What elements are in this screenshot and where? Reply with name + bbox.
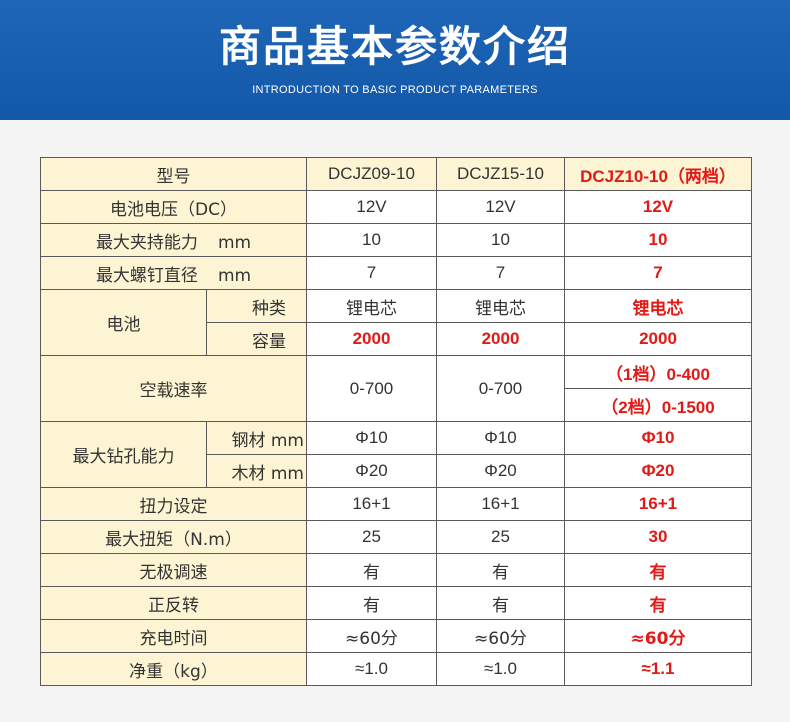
page-title: 商品基本参数介绍: [218, 22, 571, 71]
drill-wood-3: Φ20: [564, 454, 752, 488]
voltage-2: 12V: [436, 190, 565, 224]
speed-gear1: （1档）0-400: [564, 355, 752, 389]
battery-type-2: 锂电芯: [436, 289, 565, 323]
row-max-torque: 最大扭矩（N.m） 25 25 30: [40, 520, 752, 554]
weight-1: ≈1.0: [306, 652, 437, 686]
stepless-1: 有: [306, 553, 437, 587]
max-torque-label: 最大扭矩（N.m）: [40, 520, 307, 554]
clamp-label-cell: 最大夹持能力 mm: [40, 223, 307, 257]
max-torque-1: 25: [306, 520, 437, 554]
screw-3: 7: [564, 256, 752, 290]
reverse-label: 正反转: [40, 586, 307, 620]
row-model: 型号 DCJZ09-10 DCJZ15-10 DCJZ10-10（两档）: [40, 157, 752, 191]
speed-gear2: （2档）0-1500: [564, 388, 752, 422]
clamp-unit: mm: [217, 232, 252, 253]
row-clamp: 最大夹持能力 mm 10 10 10: [40, 223, 752, 257]
drill-steel-2: Φ10: [436, 421, 565, 455]
row-drill-wood: 木材 mm Φ20 Φ20 Φ20: [41, 454, 752, 488]
model-label: 型号: [40, 157, 307, 191]
weight-2: ≈1.0: [436, 652, 565, 686]
row-weight: 净重（kg） ≈1.0 ≈1.0 ≈1.1: [40, 652, 752, 686]
clamp-label: 最大夹持能力: [95, 232, 198, 253]
charge-time-label: 充电时间: [40, 619, 307, 653]
stepless-2: 有: [436, 553, 565, 587]
screw-label-cell: 最大螺钉直径 mm: [40, 256, 307, 290]
screw-1: 7: [306, 256, 437, 290]
battery-type-1: 锂电芯: [306, 289, 437, 323]
battery-capacity-label: 容量: [206, 322, 307, 356]
torque-setting-3: 16+1: [564, 487, 752, 521]
screw-2: 7: [436, 256, 565, 290]
row-drill-steel: 最大钻孔能力 钢材 mm Φ10 Φ10 Φ10: [40, 421, 752, 488]
row-speed-1: 空载速率 0-700 0-700 （1档）0-400: [40, 355, 752, 422]
battery-capacity-3: 2000: [564, 322, 752, 356]
row-stepless: 无极调速 有 有 有: [40, 553, 752, 587]
row-torque-setting: 扭力设定 16+1 16+1 16+1: [40, 487, 752, 521]
clamp-1: 10: [306, 223, 437, 257]
max-torque-2: 25: [436, 520, 565, 554]
reverse-3: 有: [564, 586, 752, 620]
battery-type-3: 锂电芯: [564, 289, 752, 323]
torque-setting-label: 扭力设定: [40, 487, 307, 521]
screw-unit: mm: [217, 265, 252, 286]
voltage-3: 12V: [564, 190, 752, 224]
row-charge-time: 充电时间 ≈60分 ≈60分 ≈60分: [40, 619, 752, 653]
stepless-3: 有: [564, 553, 752, 587]
battery-capacity-1: 2000: [306, 322, 437, 356]
row-battery-capacity: 容量 2000 2000 2000: [41, 322, 752, 356]
charge-time-3: ≈60分: [564, 619, 752, 653]
page-subtitle: INTRODUCTION TO BASIC PRODUCT PARAMETERS: [252, 84, 538, 96]
row-voltage: 电池电压（DC） 12V 12V 12V: [40, 190, 752, 224]
torque-setting-2: 16+1: [436, 487, 565, 521]
speed-label: 空载速率: [40, 355, 307, 422]
speed-1: 0-700: [306, 355, 437, 422]
battery-label: 电池: [40, 289, 207, 356]
drill-steel-1: Φ10: [306, 421, 437, 455]
voltage-label: 电池电压（DC）: [40, 190, 307, 224]
screw-label: 最大螺钉直径: [95, 265, 198, 286]
model-1: DCJZ09-10: [306, 157, 437, 191]
clamp-3: 10: [564, 223, 752, 257]
row-reverse: 正反转 有 有 有: [40, 586, 752, 620]
row-screw: 最大螺钉直径 mm 7 7 7: [40, 256, 752, 290]
stepless-label: 无极调速: [40, 553, 307, 587]
drill-label: 最大钻孔能力: [40, 421, 207, 488]
row-speed-2: （2档）0-1500: [41, 388, 752, 422]
drill-steel-3: Φ10: [564, 421, 752, 455]
torque-setting-1: 16+1: [306, 487, 437, 521]
drill-wood-2: Φ20: [436, 454, 565, 488]
voltage-1: 12V: [306, 190, 437, 224]
drill-steel-label: 钢材 mm: [206, 421, 307, 455]
weight-label: 净重（kg）: [40, 652, 307, 686]
charge-time-1: ≈60分: [306, 619, 437, 653]
battery-capacity-2: 2000: [436, 322, 565, 356]
charge-time-2: ≈60分: [436, 619, 565, 653]
spec-table: 型号 DCJZ09-10 DCJZ15-10 DCJZ10-10（两档） 电池电…: [40, 157, 752, 686]
drill-wood-label: 木材 mm: [206, 454, 307, 488]
clamp-2: 10: [436, 223, 565, 257]
model-2: DCJZ15-10: [436, 157, 565, 191]
reverse-2: 有: [436, 586, 565, 620]
page-header: 商品基本参数介绍 INTRODUCTION TO BASIC PRODUCT P…: [0, 0, 790, 120]
drill-wood-1: Φ20: [306, 454, 437, 488]
reverse-1: 有: [306, 586, 437, 620]
max-torque-3: 30: [564, 520, 752, 554]
battery-type-label: 种类: [206, 289, 307, 323]
weight-3: ≈1.1: [564, 652, 752, 686]
model-3: DCJZ10-10（两档）: [564, 157, 752, 191]
row-battery-type: 电池 种类 锂电芯 锂电芯 锂电芯: [40, 289, 752, 356]
speed-2: 0-700: [436, 355, 565, 422]
